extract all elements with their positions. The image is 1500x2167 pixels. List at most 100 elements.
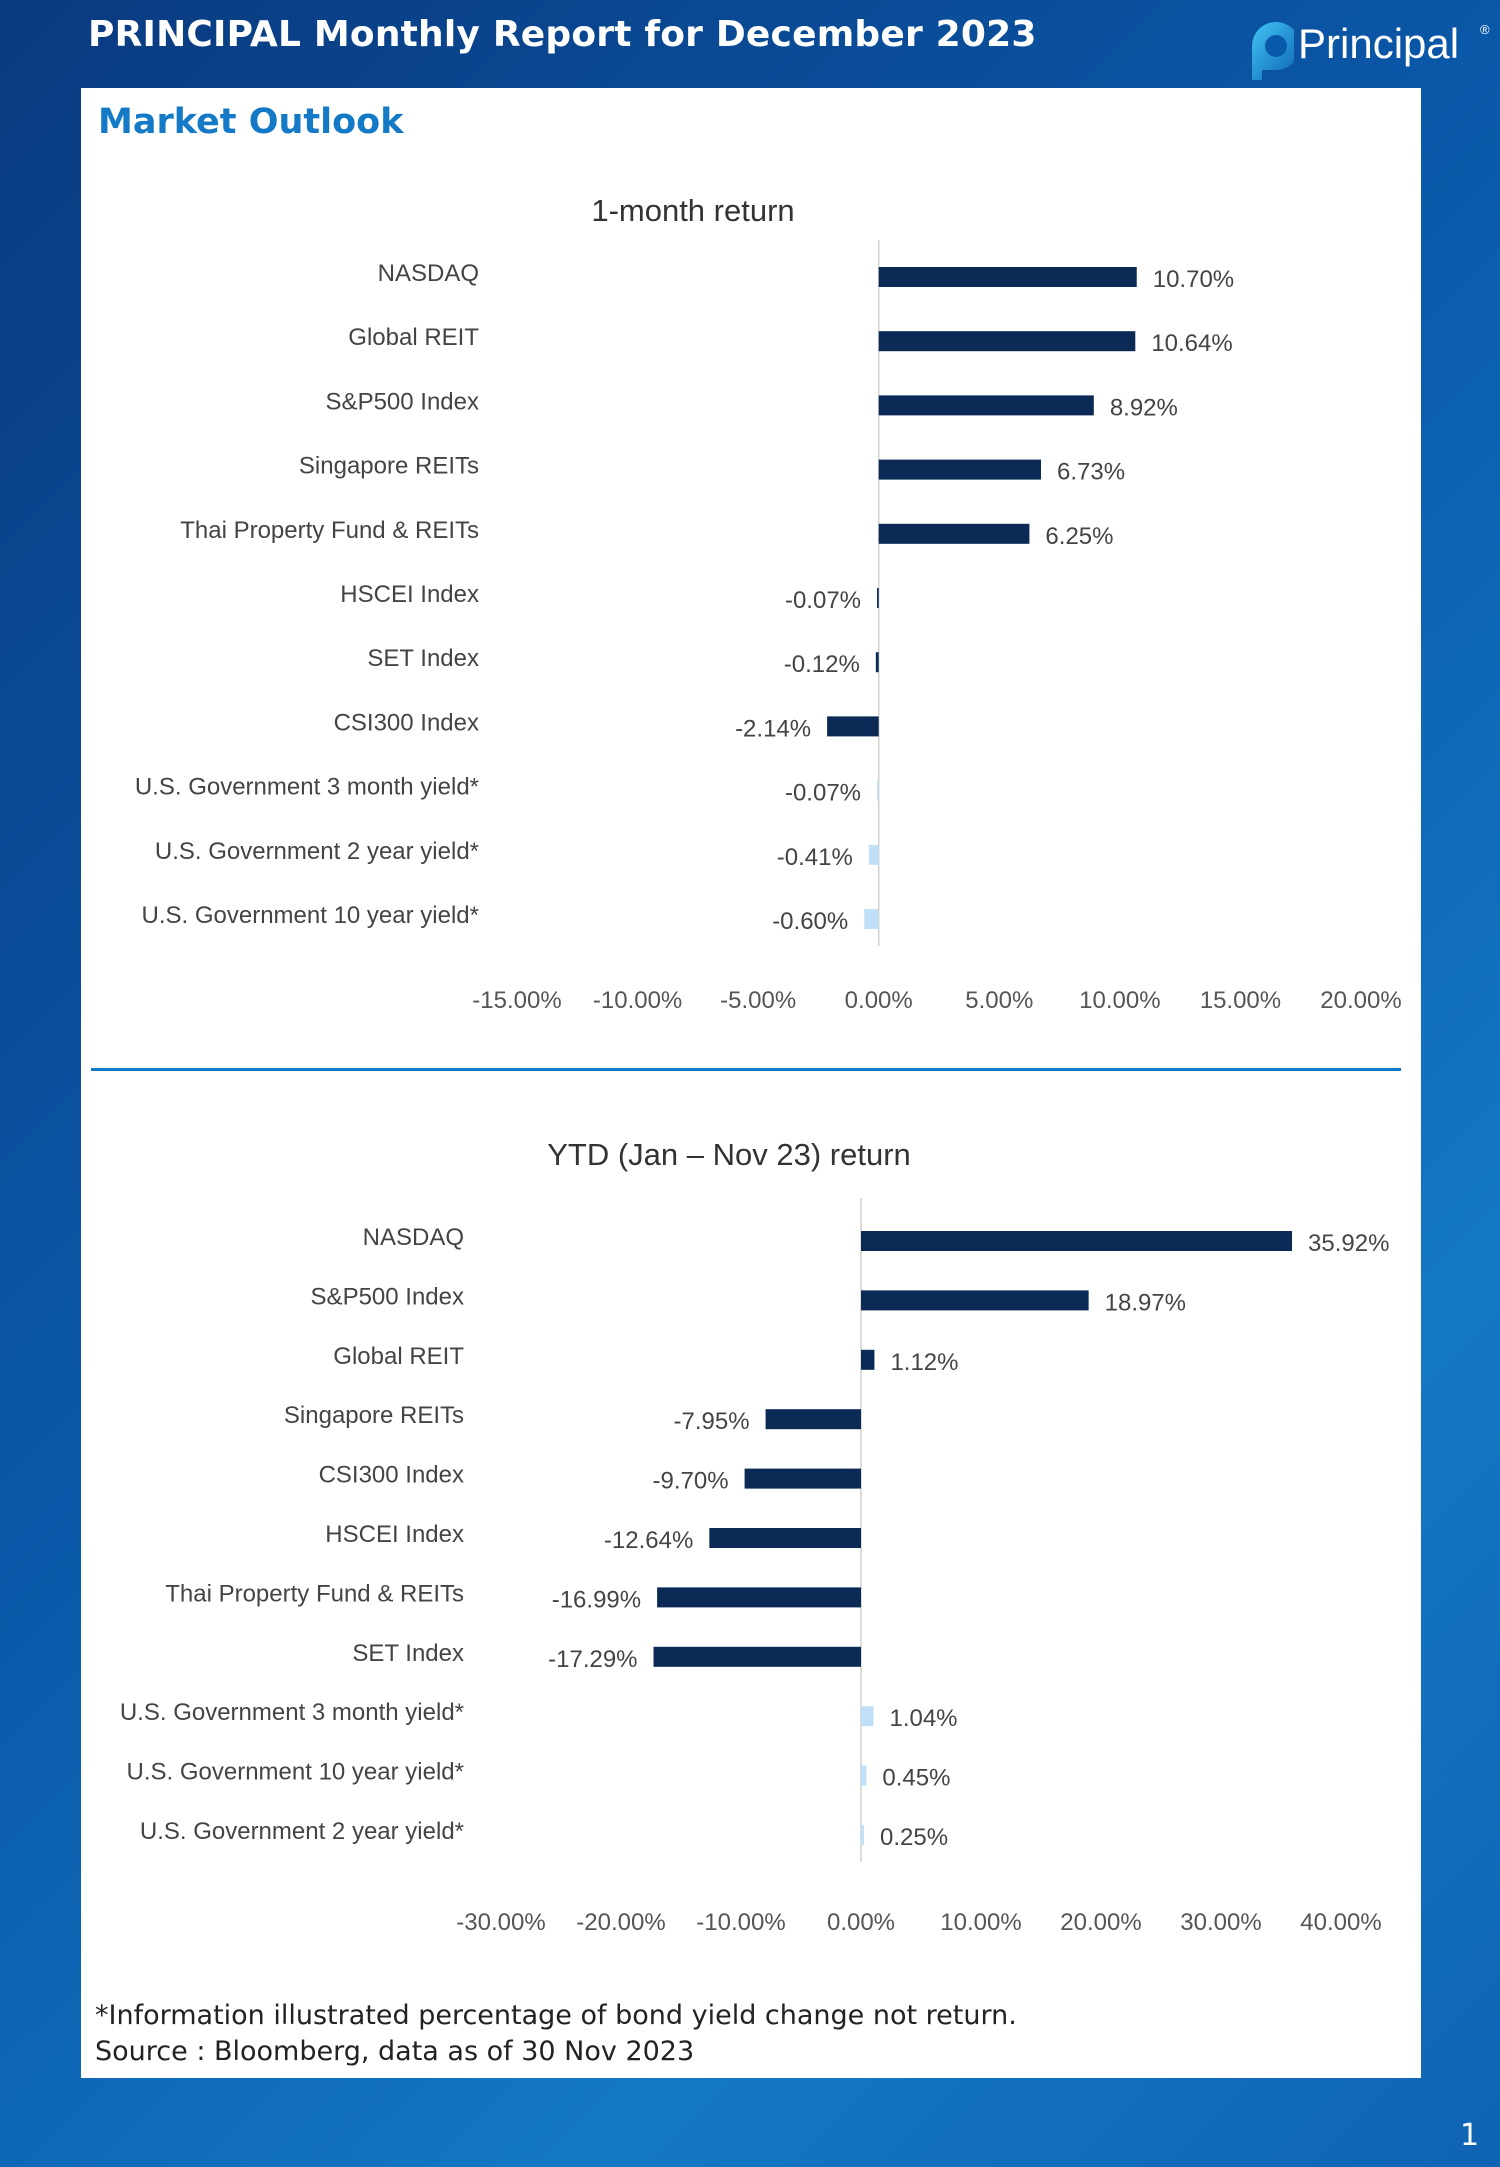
bar	[868, 844, 879, 865]
data-label: 6.25%	[1045, 523, 1113, 550]
data-label: -12.64%	[604, 1527, 693, 1554]
bar	[861, 1765, 867, 1786]
x-tick-label: 10.00%	[940, 1909, 1021, 1936]
category-label: S&P500 Index	[326, 388, 479, 415]
data-label: -16.99%	[552, 1586, 641, 1613]
category-label: CSI300 Index	[319, 1462, 464, 1489]
data-label: -17.29%	[548, 1646, 637, 1673]
category-label: Singapore REITs	[299, 453, 479, 480]
x-tick-label: 15.00%	[1200, 987, 1281, 1014]
bar	[875, 652, 879, 673]
category-label: SET Index	[367, 645, 479, 672]
x-tick-label: 20.00%	[1060, 1909, 1141, 1936]
report-header-title: PRINCIPAL Monthly Report for December 20…	[88, 14, 1037, 55]
bar	[827, 716, 879, 737]
footnote-source: Source : Bloomberg, data as of 30 Nov 20…	[95, 2036, 695, 2067]
bar	[878, 267, 1137, 287]
bar	[878, 523, 1030, 544]
category-label: HSCEI Index	[340, 581, 479, 608]
data-label: -9.70%	[653, 1468, 729, 1495]
data-label: 8.92%	[1110, 394, 1178, 421]
x-tick-label: 40.00%	[1300, 1909, 1381, 1936]
bar	[878, 331, 1136, 352]
x-tick-label: -20.00%	[576, 1909, 665, 1936]
one-month-return-chart: 1-month return NASDAQ 10.70% Global REIT 10.…	[81, 88, 1421, 1068]
category-label: SET Index	[352, 1640, 464, 1667]
category-label: CSI300 Index	[334, 709, 479, 736]
category-label: Thai Property Fund & REITs	[165, 1580, 464, 1607]
category-label: S&P500 Index	[311, 1283, 464, 1310]
principal-logo-icon	[1252, 22, 1294, 80]
x-tick-label: 0.00%	[845, 987, 913, 1014]
data-label: 18.97%	[1105, 1289, 1186, 1316]
category-label: U.S. Government 10 year yield*	[127, 1759, 465, 1786]
bar	[657, 1587, 861, 1608]
data-label: 0.45%	[882, 1765, 950, 1792]
ytd-return-chart-svg: YTD (Jan – Nov 23) return NASDAQ 35.92% S&P…	[120, 1137, 1390, 1936]
data-label: 1.12%	[890, 1349, 958, 1376]
bar	[864, 909, 879, 929]
bar	[878, 395, 1094, 416]
bar	[709, 1528, 861, 1548]
data-label: -7.95%	[674, 1408, 750, 1435]
category-label: U.S. Government 10 year yield*	[142, 902, 480, 929]
logo-wordmark: Principal	[1298, 20, 1460, 67]
category-label: NASDAQ	[378, 260, 479, 287]
ytd-return-chart: YTD (Jan – Nov 23) return NASDAQ 35.92% S&P…	[81, 88, 1421, 1988]
data-label: -0.12%	[784, 651, 860, 678]
x-tick-label: 10.00%	[1079, 987, 1160, 1014]
data-label: 10.70%	[1153, 266, 1234, 293]
x-tick-label: -15.00%	[472, 987, 561, 1014]
category-label: NASDAQ	[363, 1224, 464, 1251]
data-label: -0.60%	[772, 908, 848, 935]
footnote-bond-yield-note: *Information illustrated percentage of b…	[95, 2000, 1017, 2031]
data-label: 6.73%	[1057, 459, 1125, 486]
footnote: *Information illustrated percentage of b…	[95, 1998, 1017, 2070]
bar	[765, 1409, 861, 1430]
chart-title: 1-month return	[591, 193, 794, 228]
x-tick-label: -10.00%	[593, 987, 682, 1014]
logo-registered-mark: ®	[1480, 22, 1490, 37]
bar	[861, 1231, 1293, 1251]
category-label: Singapore REITs	[284, 1402, 464, 1429]
x-tick-label: 20.00%	[1320, 987, 1401, 1014]
data-label: -0.41%	[777, 844, 853, 871]
category-label: U.S. Government 3 month yield*	[120, 1699, 464, 1726]
principal-logo: Principal ®	[1232, 12, 1492, 86]
category-label: HSCEI Index	[325, 1521, 464, 1548]
content-panel: Market Outlook 1-month return NASDAQ 10.70…	[81, 88, 1421, 2078]
x-tick-label: -10.00%	[696, 1909, 785, 1936]
category-label: U.S. Government 3 month yield*	[135, 774, 479, 801]
category-label: Global REIT	[348, 324, 479, 351]
page-number: 1	[1460, 2118, 1480, 2153]
bar	[877, 780, 879, 801]
bar	[861, 1825, 864, 1845]
bar	[878, 459, 1042, 480]
bar	[861, 1349, 875, 1370]
bar	[653, 1646, 861, 1667]
category-label: Thai Property Fund & REITs	[180, 517, 479, 544]
x-tick-label: 5.00%	[965, 987, 1033, 1014]
bar	[877, 588, 879, 608]
x-tick-label: -30.00%	[456, 1909, 545, 1936]
x-tick-label: -5.00%	[720, 987, 796, 1014]
chart-title: YTD (Jan – Nov 23) return	[547, 1137, 911, 1172]
x-tick-label: 0.00%	[827, 1909, 895, 1936]
data-label: -0.07%	[785, 780, 861, 807]
category-label: U.S. Government 2 year yield*	[155, 838, 479, 865]
data-label: -2.14%	[735, 715, 811, 742]
data-label: 1.04%	[889, 1705, 957, 1732]
one-month-return-chart-svg: 1-month return NASDAQ 10.70% Global REIT 10.…	[135, 193, 1402, 1014]
section-title: Market Outlook	[98, 102, 404, 142]
section-divider	[91, 1068, 1401, 1071]
category-label: U.S. Government 2 year yield*	[140, 1818, 464, 1845]
bar	[744, 1468, 861, 1489]
data-label: -0.07%	[785, 587, 861, 614]
x-tick-label: 30.00%	[1180, 1909, 1261, 1936]
data-label: 10.64%	[1151, 330, 1232, 357]
data-label: 35.92%	[1308, 1230, 1389, 1257]
bar	[861, 1706, 874, 1727]
bar	[861, 1290, 1089, 1311]
category-label: Global REIT	[333, 1343, 464, 1370]
data-label: 0.25%	[880, 1824, 948, 1851]
